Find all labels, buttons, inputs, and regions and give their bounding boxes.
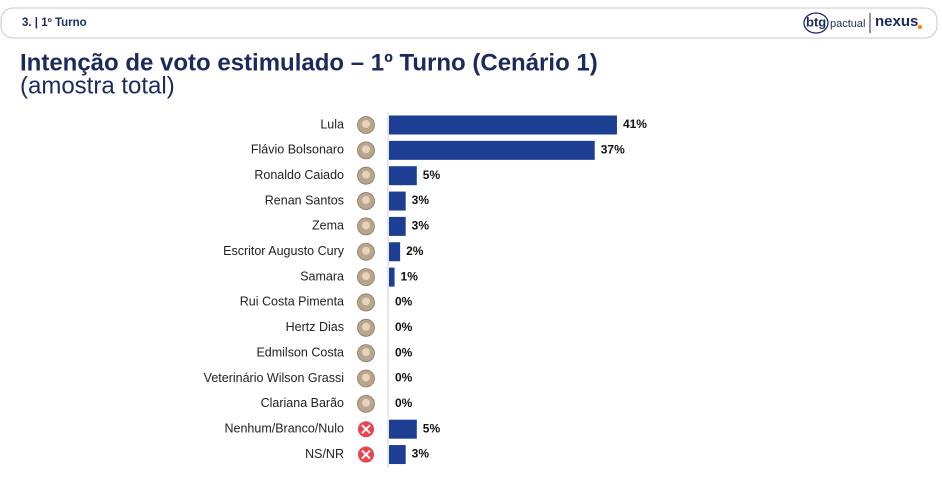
none-icon-x [361, 424, 371, 434]
btg-ring [803, 12, 829, 34]
category-label: NS/NR [305, 447, 344, 461]
avatar-face [362, 246, 370, 255]
category-label: Flávio Bolsonaro [251, 143, 344, 157]
value-label: 41% [623, 117, 647, 131]
logo-dot [917, 24, 923, 30]
category-label: Edmilson Costa [256, 345, 344, 359]
bar [389, 419, 417, 439]
logo-nexus: nexus [875, 13, 918, 30]
bar [389, 166, 417, 186]
category-label: Clariana Barão [261, 396, 344, 410]
logo-btg: btg [806, 14, 826, 29]
value-label: 0% [395, 396, 413, 410]
value-label: 3% [412, 219, 430, 233]
bar [389, 242, 401, 262]
category-label: Ronaldo Caiado [254, 168, 344, 182]
avatar-face [362, 373, 370, 382]
category-label: Lula [320, 117, 344, 131]
avatar-face [362, 398, 370, 407]
avatar-face [362, 120, 370, 128]
bar [389, 115, 617, 135]
category-label: Samara [300, 269, 344, 283]
chart-title: Intenção de voto estimulado – 1º Turno (… [20, 49, 598, 76]
category-label: Hertz Dias [286, 320, 344, 334]
avatar-face [362, 221, 370, 230]
category-label: Rui Costa Pimenta [240, 295, 344, 309]
chart-subtitle: (amostra total) [20, 72, 175, 99]
value-label: 5% [423, 421, 441, 435]
value-label: 0% [395, 345, 413, 359]
none-icon-x [361, 449, 371, 460]
section-label: 3. | 1º Turno [22, 17, 87, 29]
avatar-face [362, 272, 370, 281]
avatar-face [362, 348, 370, 357]
bar [389, 216, 406, 236]
value-label: 3% [412, 447, 430, 461]
bar [389, 140, 595, 160]
value-label: 3% [412, 193, 430, 207]
bar [389, 267, 395, 287]
avatar-face [362, 145, 370, 154]
logo-pactual: pactual [830, 18, 865, 30]
header-bar [0, 7, 938, 39]
category-label: Renan Santos [265, 193, 344, 207]
avatar-face [362, 297, 370, 306]
bar [389, 191, 406, 211]
category-label: Escritor Augusto Cury [223, 244, 345, 258]
avatar-face [362, 170, 370, 179]
value-label: 2% [406, 244, 424, 258]
value-label: 0% [395, 295, 413, 309]
bar [389, 445, 406, 465]
value-label: 0% [395, 371, 413, 385]
category-label: Veterinário Wilson Grassi [204, 371, 344, 385]
avatar-face [362, 322, 370, 331]
value-label: 5% [423, 168, 441, 182]
category-label: Nenhum/Branco/Nulo [224, 421, 344, 435]
category-label: Zema [312, 219, 344, 233]
avatar-face [362, 196, 370, 205]
value-label: 0% [395, 320, 413, 334]
value-label: 1% [401, 269, 419, 283]
value-label: 37% [601, 143, 625, 157]
